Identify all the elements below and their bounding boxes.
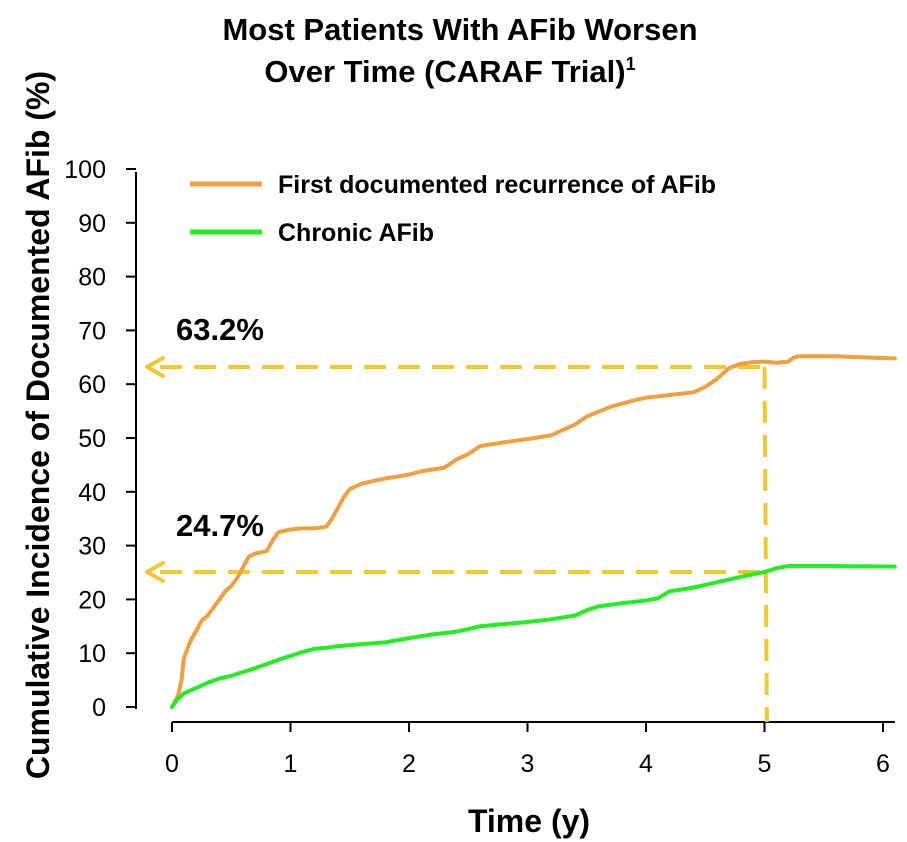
legend: First documented recurrence of AFib Chro… bbox=[190, 171, 716, 247]
y-tick-label-20: 20 bbox=[78, 586, 106, 614]
y-tick-label-10: 10 bbox=[78, 640, 106, 668]
y-ticks: 0 10 20 30 40 50 60 70 80 90 100 bbox=[64, 156, 136, 722]
y-tick-label-50: 50 bbox=[78, 425, 106, 453]
chart-title-superscript: 1 bbox=[626, 54, 636, 74]
axes bbox=[135, 172, 895, 723]
y-tick-label-90: 90 bbox=[78, 210, 106, 238]
x-tick-label-6: 6 bbox=[876, 750, 890, 778]
x-tick-label-0: 0 bbox=[165, 750, 179, 778]
y-tick-label-100: 100 bbox=[64, 156, 106, 184]
y-axis-label: Cumulative Incidence of Documented AFib … bbox=[20, 71, 56, 779]
y-tick-label-60: 60 bbox=[78, 371, 106, 399]
y-tick-label-70: 70 bbox=[78, 317, 106, 345]
chart-title-line1: Most Patients With AFib Worsen bbox=[222, 12, 697, 47]
reference-lines bbox=[145, 355, 769, 723]
reference-arrow-0 bbox=[145, 355, 165, 378]
legend-label-chronic: Chronic AFib bbox=[278, 219, 434, 247]
x-tick-label-3: 3 bbox=[521, 750, 535, 778]
y-tick-label-0: 0 bbox=[92, 694, 106, 722]
annotation-24-7: 24.7% bbox=[176, 508, 264, 543]
chart-title-line2: Over Time (CARAF Trial)1 bbox=[264, 54, 635, 89]
y-tick-label-30: 30 bbox=[78, 533, 106, 561]
annotation-63-2: 63.2% bbox=[176, 312, 264, 347]
x-axis-label: Time (y) bbox=[468, 803, 590, 839]
series-line-chronic bbox=[170, 564, 897, 709]
x-tick-label-4: 4 bbox=[639, 750, 653, 778]
reference-vline bbox=[762, 366, 769, 723]
y-tick-label-40: 40 bbox=[78, 479, 106, 507]
chart-title-line2-text: Over Time (CARAF Trial) bbox=[264, 54, 625, 89]
series-group bbox=[170, 354, 897, 709]
y-tick-label-80: 80 bbox=[78, 264, 106, 292]
x-ticks: 0 1 2 3 4 5 6 bbox=[165, 722, 890, 778]
series-line-recurrence bbox=[170, 354, 897, 709]
x-tick-label-1: 1 bbox=[284, 750, 298, 778]
x-tick-label-5: 5 bbox=[758, 750, 772, 778]
x-tick-label-2: 2 bbox=[402, 750, 416, 778]
legend-label-recurrence: First documented recurrence of AFib bbox=[278, 171, 716, 199]
reference-arrow-1 bbox=[145, 560, 165, 583]
